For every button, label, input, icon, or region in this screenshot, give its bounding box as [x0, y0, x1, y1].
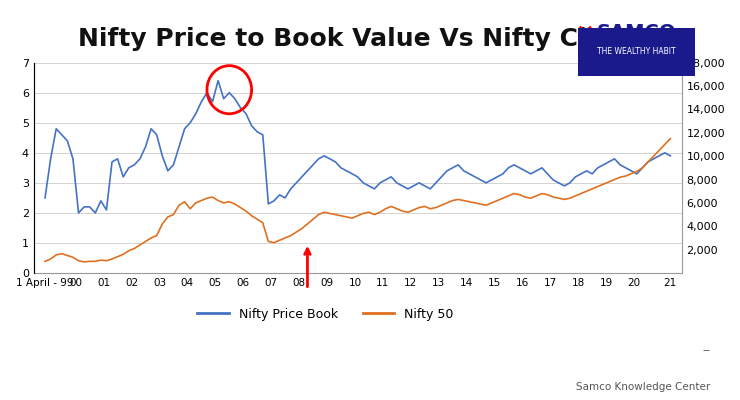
Text: SAMCO: SAMCO [596, 22, 676, 42]
Text: Samco Knowledge Center: Samco Knowledge Center [576, 382, 710, 392]
Legend: Nifty Price Book, Nifty 50: Nifty Price Book, Nifty 50 [192, 303, 458, 326]
Text: --: -- [703, 345, 710, 355]
Text: THE WEALTHY HABIT: THE WEALTHY HABIT [597, 48, 676, 56]
Title: Nifty Price to Book Value Vs Nifty Chart: Nifty Price to Book Value Vs Nifty Chart [78, 27, 637, 51]
Text: ⨯: ⨯ [575, 22, 594, 42]
